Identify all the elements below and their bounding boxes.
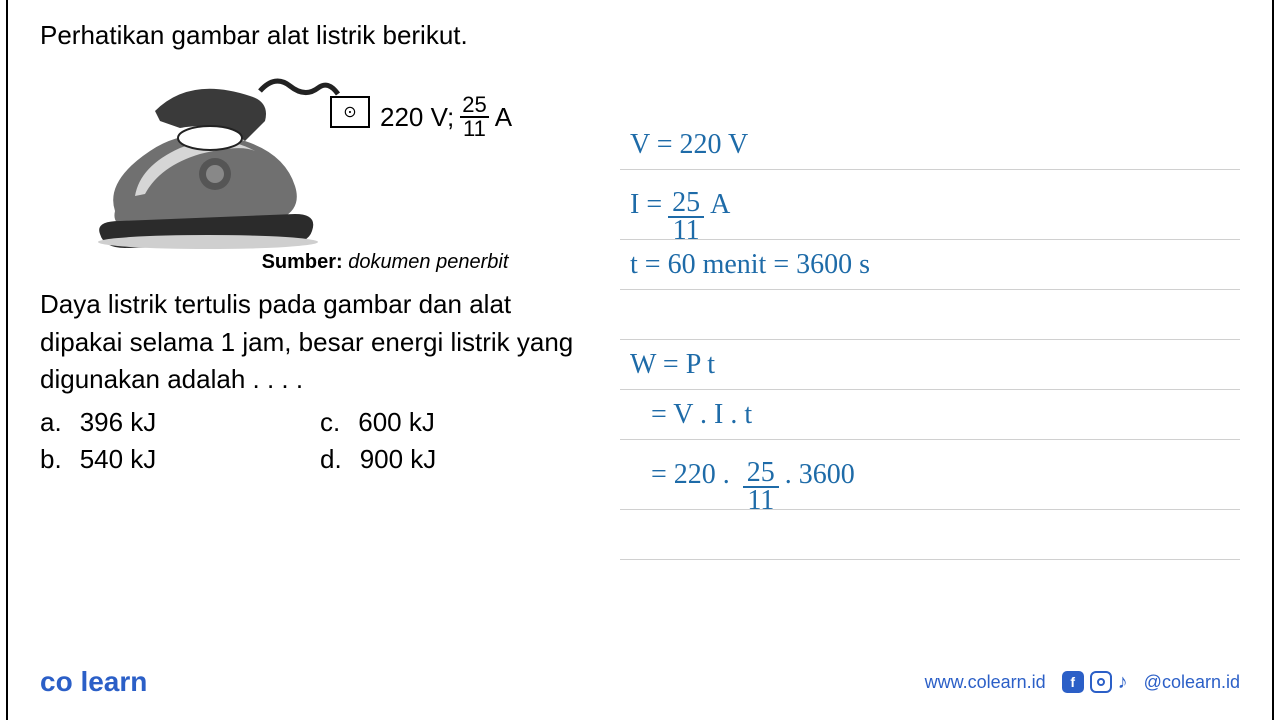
hw-blank [620,290,1240,340]
hw-line-t: t = 60 menit = 3600 s [620,240,1240,290]
hw-line-w: W = P t [620,340,1240,390]
footer: co learn www.colearn.id f ♪ @colearn.id [40,666,1240,698]
spec-label: 220 V; 25 11 A [380,94,512,140]
iron-icon [70,66,350,266]
option-c: c. 600 kJ [320,407,600,438]
hw-line-v: V = 220 V [620,120,1240,170]
spec-voltage: 220 V; [380,102,454,133]
hw-blank-2 [620,510,1240,560]
hw-frac-i: 25 11 [668,190,704,242]
handwriting-panel: V = 220 V I = 25 11 A t = 60 menit = 360… [620,120,1240,560]
plug-icon: ⊙ [330,96,370,128]
spec-unit: A [495,102,512,133]
option-a: a. 396 kJ [40,407,320,438]
question-title: Perhatikan gambar alat listrik berikut. [40,20,600,51]
question-panel: Perhatikan gambar alat listrik berikut. … [40,20,600,475]
hw-line-i: I = 25 11 A [620,170,1240,240]
footer-url: www.colearn.id [925,672,1046,693]
question-body: Daya listrik tertulis pada gambar dan al… [40,286,600,399]
iron-figure: ⊙ 220 V; 25 11 A [40,66,540,266]
option-b: b. 540 kJ [40,444,320,475]
footer-right: www.colearn.id f ♪ @colearn.id [925,671,1240,694]
facebook-icon: f [1062,671,1084,693]
option-d: d. 900 kJ [320,444,600,475]
hw-line-vit: = V . I . t [620,390,1240,440]
spec-fraction: 25 11 [460,94,488,140]
footer-handle: @colearn.id [1144,672,1240,693]
hw-line-calc: = 220 . 25 11 . 3600 [620,440,1240,510]
options-grid: a. 396 kJ c. 600 kJ b. 540 kJ d. 900 kJ [40,407,600,475]
hw-frac-calc: 25 11 [743,460,779,512]
instagram-icon [1090,671,1112,693]
logo: co learn [40,666,147,698]
tiktok-icon: ♪ [1118,671,1128,694]
social-icons: f ♪ [1062,671,1128,694]
